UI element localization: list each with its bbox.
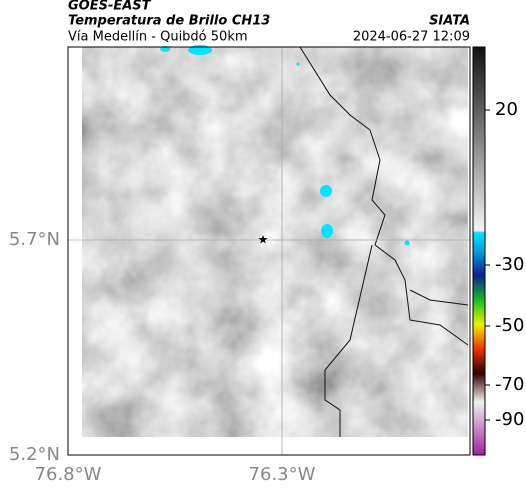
- subtitle: Temperatura de Brillo CH13: [68, 14, 270, 29]
- colorbar-tick-label: -90: [495, 409, 524, 430]
- lat-label: 5.2°N: [9, 444, 60, 465]
- location-star: ★: [258, 233, 269, 247]
- lon-label: 76.3°W: [249, 464, 316, 485]
- satellite-image: [82, 47, 468, 437]
- lat-label: 5.7°N: [9, 229, 60, 250]
- colorbar: [472, 46, 486, 456]
- map-frame: [67, 46, 471, 456]
- colorbar-tick-label: -50: [495, 315, 524, 336]
- route: Vía Medellín - Quibdó 50km: [68, 30, 248, 45]
- datetime: 2024-06-27 12:09: [353, 30, 470, 45]
- borders: [299, 46, 469, 437]
- colorbar-tick-label: -70: [495, 374, 524, 395]
- lon-label: 76.8°W: [35, 464, 102, 485]
- colorbar-tick-label: -30: [495, 254, 524, 275]
- source: SIATA: [429, 14, 470, 29]
- colorbar-tick-label: 20: [495, 99, 518, 120]
- title: GOES-EAST: [68, 0, 152, 14]
